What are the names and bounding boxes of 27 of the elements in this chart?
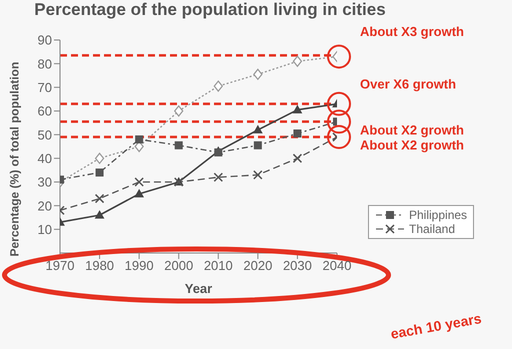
chart-title: Percentage of the population living in cities: [33, 0, 387, 20]
y-tick-label: 30: [38, 174, 52, 190]
x-axis-title: Year: [184, 281, 212, 296]
y-tick-label: 50: [38, 127, 52, 142]
x-tick-label: 1980: [85, 258, 114, 274]
text: each 10 years: [389, 310, 483, 342]
legend-label: Philippines: [409, 208, 468, 222]
y-tick-label: 90: [38, 32, 52, 48]
y-tick-label: 40: [38, 150, 52, 166]
ref-line-label: About X3 growth: [360, 24, 464, 39]
x-tick-label: 2040: [322, 258, 352, 274]
x-tick-label: 1970: [46, 258, 74, 274]
y-tick-label: 70: [38, 80, 52, 95]
x-tick-label: 1990: [124, 258, 154, 274]
y-tick-label: 20: [38, 198, 52, 214]
y-axis-title: Percentage (%) of total population: [7, 62, 22, 256]
x-tick-label: 2010: [204, 258, 233, 274]
x-tick-label: 2000: [164, 258, 194, 274]
ref-line-label: About X2 growth: [360, 138, 464, 153]
x-tick-label: 2030: [282, 258, 312, 274]
ref-line-label: Over X6 growth: [360, 76, 456, 92]
ref-line-label: About X2 growth: [360, 122, 464, 138]
y-tick-label: 10: [38, 222, 52, 237]
y-tick-label: 80: [38, 56, 52, 72]
y-tick-label: 60: [38, 104, 52, 119]
x-tick-label: 2020: [243, 258, 272, 274]
legend-label: Thailand: [409, 222, 456, 236]
